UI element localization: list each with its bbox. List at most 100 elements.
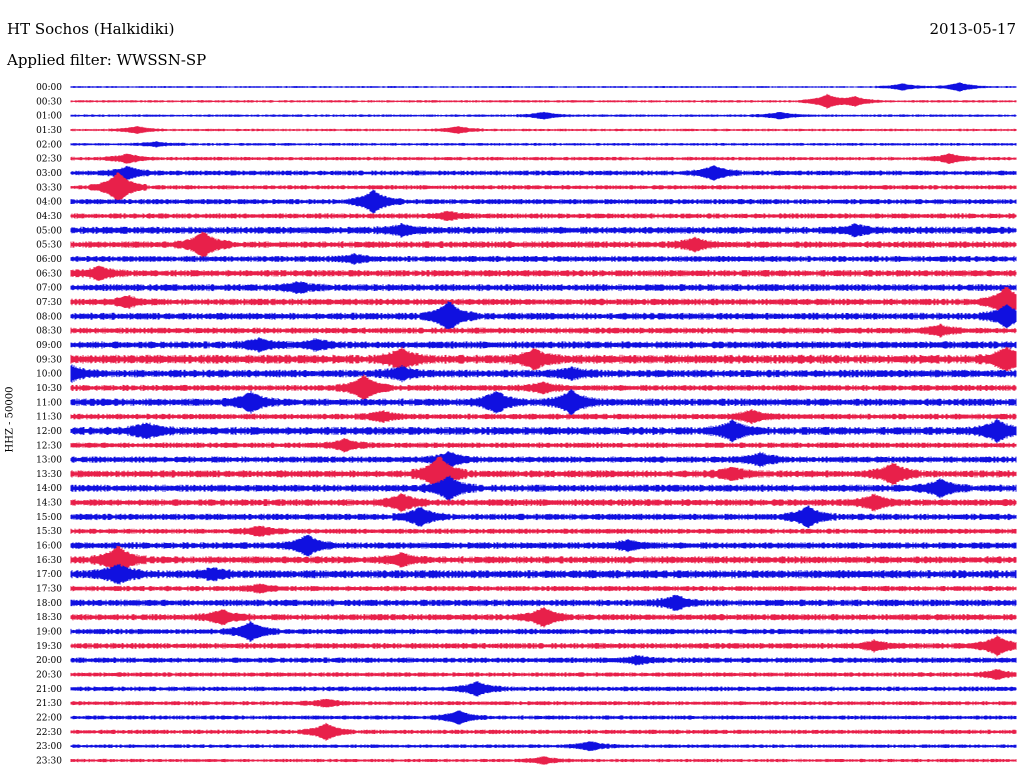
time-tick-label: 06:30 [36,269,62,279]
trace-line [70,583,1017,594]
trace-line [70,475,1017,501]
time-tick-label: 21:00 [36,685,62,695]
trace-line [70,265,1017,281]
trace-line [70,654,1017,666]
time-tick-label: 09:30 [36,355,62,365]
trace-line [70,210,1017,221]
trace-line [70,165,1017,181]
time-tick-label: 15:00 [36,513,62,523]
time-tick-label: 20:30 [36,671,62,681]
time-tick-label: 07:30 [36,298,62,308]
trace-line [70,493,1017,513]
trace-line [70,525,1017,537]
station-title: HT Sochos (Halkidiki) [7,20,175,38]
time-tick-label: 05:00 [36,226,62,236]
trace-line [70,153,1017,164]
trace-line [70,635,1017,657]
trace-line [70,374,1017,402]
time-tick-label: 17:30 [36,585,62,595]
time-tick-label: 11:00 [36,398,62,408]
trace-line [70,418,1017,444]
time-tick-label: 08:00 [36,312,62,322]
time-tick-label: 09:00 [36,341,62,351]
trace-line [70,545,1017,575]
time-tick-label: 19:00 [36,628,62,638]
trace-line [70,681,1017,697]
trace-line [70,172,1017,203]
trace-line [70,141,1017,148]
trace-line [70,111,1017,120]
trace-line [70,606,1017,628]
trace-line [70,126,1017,134]
trace-line [70,364,1017,383]
trace-line [70,563,1017,585]
trace-line [70,281,1017,294]
trace-line [70,389,1017,416]
time-tick-label: 23:30 [36,757,62,767]
time-tick-label: 15:30 [36,527,62,537]
time-tick-label: 20:00 [36,656,62,666]
time-tick-label: 10:30 [36,384,62,394]
trace-line [70,438,1017,453]
time-tick-label: 18:30 [36,613,62,623]
trace-line [70,534,1017,557]
trace-line [70,456,1017,492]
trace-line [70,286,1017,317]
time-tick-label: 04:30 [36,212,62,222]
trace-line [70,301,1017,332]
time-tick-label: 16:00 [36,542,62,552]
trace-line [70,93,1017,109]
time-tick-label: 02:00 [36,140,62,150]
time-tick-label: 14:00 [36,484,62,494]
time-tick-label: 22:00 [36,714,62,724]
time-tick-label: 01:00 [36,112,62,122]
time-tick-label: 04:00 [36,198,62,208]
trace-line [70,337,1017,353]
time-tick-label: 03:00 [36,169,62,179]
trace-line [70,722,1017,741]
time-tick-label: 00:30 [36,97,62,107]
date-label: 2013-05-17 [929,20,1016,38]
trace-line [70,451,1017,468]
time-tick-label: 08:30 [36,327,62,337]
time-tick-label: 07:00 [36,284,62,294]
trace-line [70,741,1017,752]
time-tick-label: 03:30 [36,183,62,193]
trace-line [70,189,1017,214]
time-tick-label: 06:00 [36,255,62,265]
trace-line [70,223,1017,238]
time-tick-label: 16:30 [36,556,62,566]
filter-label: Applied filter: WWSSN-SP [7,51,207,69]
time-tick-label: 02:30 [36,155,62,165]
trace-line [70,409,1017,425]
time-tick-label: 13:00 [36,456,62,466]
time-tick-label: 13:30 [36,470,62,480]
trace-line [70,82,1017,92]
time-tick-label: 21:30 [36,699,62,709]
trace-line [70,253,1017,265]
time-tick-label: 23:00 [36,742,62,752]
trace-line [70,756,1017,765]
time-tick-label: 14:30 [36,499,62,509]
trace-line [70,710,1017,725]
trace-line [70,621,1017,642]
trace-line [70,698,1017,708]
time-tick-label: 22:30 [36,728,62,738]
time-tick-label: 05:30 [36,241,62,251]
trace-line [70,594,1017,611]
trace-line [70,346,1017,372]
time-tick-label: 17:00 [36,570,62,580]
time-tick-label: 10:00 [36,370,62,380]
time-tick-label: 12:30 [36,441,62,451]
time-tick-label: 12:00 [36,427,62,437]
trace-line [70,505,1017,529]
trace-line [70,669,1017,680]
time-tick-label: 11:30 [36,413,62,423]
time-tick-label: 00:00 [36,83,62,93]
trace-line [70,231,1017,258]
time-tick-label: 18:00 [36,599,62,609]
time-tick-label: 19:30 [36,642,62,652]
time-tick-label: 01:30 [36,126,62,136]
trace-line [70,323,1017,338]
